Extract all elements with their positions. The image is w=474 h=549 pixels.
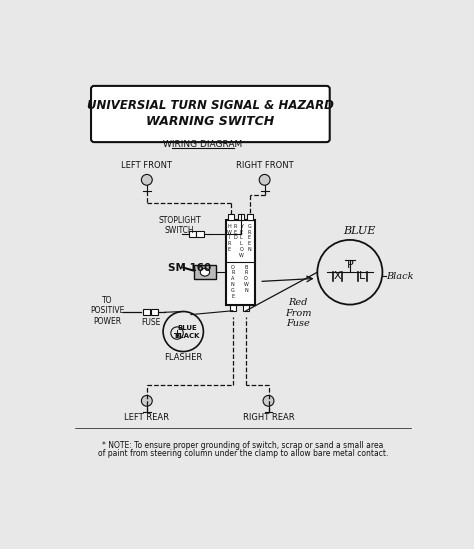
Bar (143, 309, 150, 315)
Text: Red
From
Fuse: Red From Fuse (285, 299, 311, 328)
Bar (226, 220, 255, 305)
Ellipse shape (201, 268, 210, 276)
Text: WARNING SWITCH: WARNING SWITCH (146, 115, 274, 128)
Text: RIGHT REAR: RIGHT REAR (243, 412, 294, 422)
Bar (194, 265, 216, 279)
Bar (228, 214, 235, 220)
Text: SM 160: SM 160 (168, 262, 211, 273)
Bar (152, 309, 158, 315)
Bar (247, 214, 253, 220)
Text: R
E
D: R E D (233, 224, 237, 240)
Circle shape (141, 175, 152, 185)
Bar (243, 305, 249, 311)
Text: X: X (334, 271, 341, 281)
FancyBboxPatch shape (91, 86, 330, 142)
Text: FUSE: FUSE (141, 318, 160, 327)
Text: * NOTE: To ensure proper grounding of switch, scrap or sand a small area: * NOTE: To ensure proper grounding of sw… (102, 441, 383, 450)
Text: TO
POSITIVE
POWER: TO POSITIVE POWER (90, 296, 125, 326)
Text: LEFT FRONT: LEFT FRONT (121, 161, 173, 171)
Text: WIRING DIAGRAM: WIRING DIAGRAM (163, 140, 242, 149)
Circle shape (259, 175, 270, 185)
Text: Y
E
L
L
O
W: Y E L L O W (239, 224, 244, 257)
Text: Black: Black (386, 272, 414, 281)
Text: L: L (359, 271, 365, 281)
Bar (189, 231, 196, 237)
Text: H
W
I
R
E: H W I R E (227, 224, 231, 252)
Text: STOPLIGHT
SWITCH: STOPLIGHT SWITCH (158, 216, 201, 235)
Text: G
R
E
E
N: G R E E N (247, 224, 251, 252)
Text: BLUE: BLUE (343, 226, 375, 236)
Circle shape (141, 395, 152, 406)
Text: O
R
A
N
G
E: O R A N G E (231, 265, 235, 299)
Circle shape (263, 395, 274, 406)
Bar (230, 305, 236, 311)
Text: UNIVERSIAL TURN SIGNAL & HAZARD: UNIVERSIAL TURN SIGNAL & HAZARD (87, 99, 334, 113)
Text: BLUE: BLUE (177, 324, 197, 330)
Text: LEFT REAR: LEFT REAR (124, 412, 169, 422)
Text: BLACK: BLACK (174, 333, 200, 339)
Text: of paint from steering column under the clamp to allow bare metal contact.: of paint from steering column under the … (98, 449, 388, 458)
Bar (196, 231, 204, 237)
Bar (238, 214, 245, 220)
Text: RIGHT FRONT: RIGHT FRONT (236, 161, 293, 171)
Text: B
R
O
W
N: B R O W N (244, 265, 248, 293)
Text: P: P (346, 260, 353, 270)
Text: FLASHER: FLASHER (164, 353, 202, 362)
